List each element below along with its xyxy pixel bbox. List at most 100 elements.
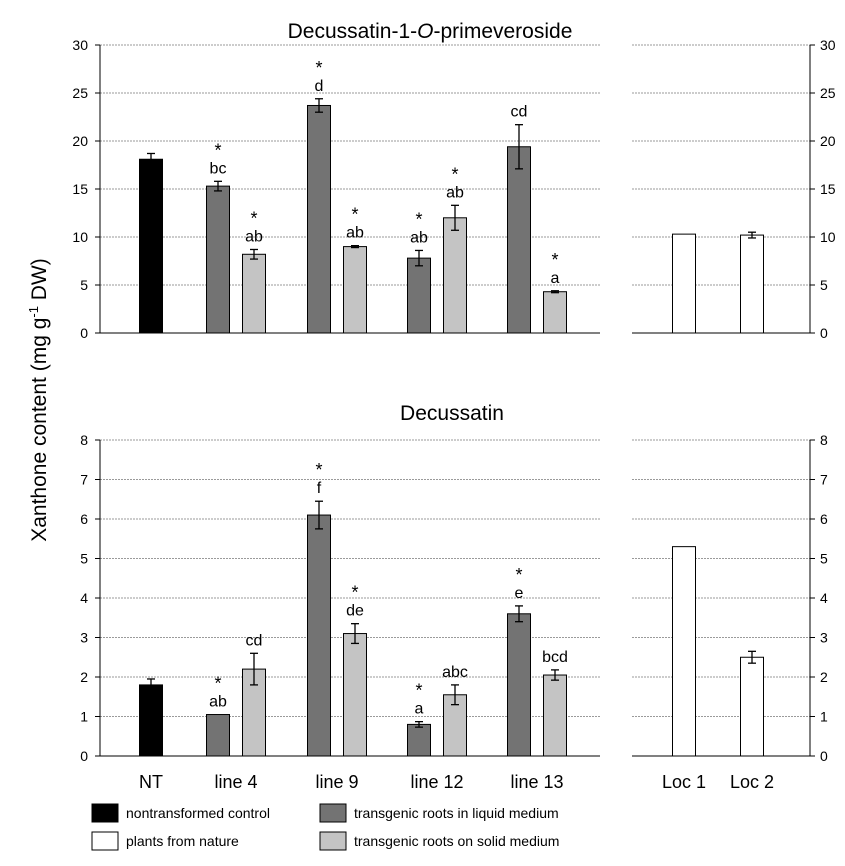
y-tick-label: 15 (820, 181, 836, 197)
x-tick-label: line 13 (510, 772, 563, 792)
significance-label: * (315, 58, 322, 78)
y-tick-label: 5 (820, 277, 828, 293)
legend-label: nontransformed control (126, 805, 270, 821)
x-tick-label: line 9 (315, 772, 358, 792)
y-tick-label: 5 (80, 277, 88, 293)
significance-label: ab (446, 184, 464, 201)
significance-label: d (315, 78, 324, 95)
y-tick-label: 10 (820, 229, 836, 245)
significance-label: * (214, 140, 221, 160)
y-tick-label: 15 (72, 181, 88, 197)
significance-label: ab (209, 694, 227, 711)
significance-label: * (451, 164, 458, 184)
bar (139, 158, 163, 334)
significance-label: e (515, 585, 524, 602)
legend-label: transgenic roots in liquid medium (354, 805, 559, 821)
y-tick-label: 30 (820, 37, 836, 53)
significance-label: ab (410, 229, 428, 246)
bar (206, 185, 230, 334)
y-tick-label: 7 (820, 472, 828, 488)
significance-label: * (214, 674, 221, 694)
bar (343, 246, 367, 334)
y-tick-label: 0 (820, 325, 828, 341)
significance-label: ab (346, 225, 364, 242)
significance-label: de (346, 603, 364, 620)
significance-label: * (351, 205, 358, 225)
bar (543, 291, 567, 334)
x-tick-label: Loc 1 (662, 772, 706, 792)
significance-label: * (415, 209, 422, 229)
y-tick-label: 8 (80, 432, 88, 448)
y-tick-label: 7 (80, 472, 88, 488)
bar (206, 714, 230, 757)
y-tick-label: 25 (820, 85, 836, 101)
legend-swatch (319, 803, 347, 823)
significance-label: * (351, 583, 358, 603)
legend-label: plants from nature (126, 833, 239, 849)
bar (307, 514, 331, 757)
bar (407, 723, 431, 757)
y-tick-label: 20 (72, 133, 88, 149)
y-tick-label: 10 (72, 229, 88, 245)
significance-label: * (551, 250, 558, 270)
y-tick-label: 0 (80, 325, 88, 341)
bar (507, 146, 531, 334)
y-tick-label: 0 (820, 748, 828, 764)
significance-label: cd (246, 632, 263, 649)
significance-label: a (415, 701, 424, 718)
legend-swatch (91, 831, 119, 851)
bar (543, 674, 567, 757)
x-tick-label: NT (139, 772, 163, 792)
legend-swatch (319, 831, 347, 851)
bar (672, 546, 696, 757)
y-tick-label: 1 (820, 709, 828, 725)
bar (672, 233, 696, 334)
significance-label: abc (442, 664, 468, 681)
bar (307, 104, 331, 334)
x-tick-label: Loc 2 (730, 772, 774, 792)
y-tick-label: 25 (72, 85, 88, 101)
y-tick-label: 4 (820, 590, 828, 606)
significance-label: bc (210, 160, 227, 177)
significance-label: * (315, 460, 322, 480)
y-axis-title: Xanthone content (mg g-1 DW) (26, 258, 51, 542)
significance-label: bcd (542, 649, 568, 666)
significance-label: * (515, 565, 522, 585)
y-tick-label: 5 (80, 551, 88, 567)
y-tick-label: 20 (820, 133, 836, 149)
top-chart-title: Decussatin-1-O-primeveroside (288, 20, 573, 43)
y-tick-label: 4 (80, 590, 88, 606)
bar (740, 234, 764, 334)
y-tick-label: 6 (80, 511, 88, 527)
y-tick-label: 3 (80, 630, 88, 646)
legend-label: transgenic roots on solid medium (354, 833, 559, 849)
bar (407, 257, 431, 334)
x-tick-label: line 4 (214, 772, 257, 792)
y-tick-label: 5 (820, 551, 828, 567)
bar (139, 684, 163, 757)
significance-label: * (415, 681, 422, 701)
bottom-chart-title: Decussatin (400, 402, 504, 425)
significance-label: cd (511, 104, 528, 121)
y-tick-label: 8 (820, 432, 828, 448)
y-tick-label: 3 (820, 630, 828, 646)
significance-label: ab (245, 228, 263, 245)
bar (343, 633, 367, 757)
x-tick-label: line 12 (410, 772, 463, 792)
y-tick-label: 6 (820, 511, 828, 527)
y-tick-label: 30 (72, 37, 88, 53)
bar (740, 656, 764, 757)
y-tick-label: 0 (80, 748, 88, 764)
bar (443, 217, 467, 334)
legend-swatch (91, 803, 119, 823)
y-tick-label: 2 (80, 669, 88, 685)
significance-label: a (551, 270, 560, 287)
significance-label: f (317, 480, 322, 497)
y-tick-label: 1 (80, 709, 88, 725)
bar (507, 613, 531, 757)
y-tick-label: 2 (820, 669, 828, 685)
bar (242, 253, 266, 334)
significance-label: * (250, 208, 257, 228)
